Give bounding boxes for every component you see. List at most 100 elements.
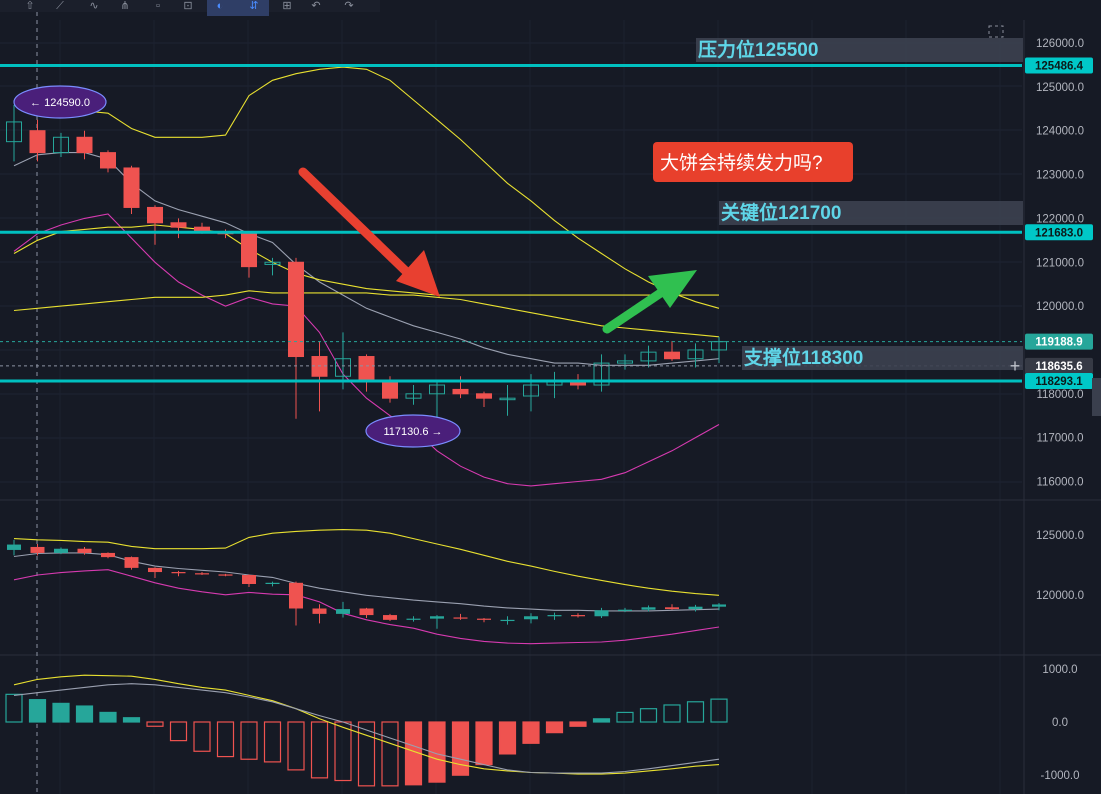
macd-bar <box>310 721 329 779</box>
trash-icon[interactable]: ⊞ <box>282 0 291 12</box>
y-tick-label: 124000.0 <box>1036 126 1084 138</box>
candle[interactable] <box>264 261 281 265</box>
candle[interactable] <box>452 388 469 395</box>
candle[interactable] <box>170 222 187 228</box>
macd-bar <box>240 721 258 760</box>
candle[interactable] <box>405 393 422 399</box>
y-tick-label: 1000.0 <box>1042 664 1077 676</box>
macd-bar <box>498 721 517 755</box>
candle[interactable] <box>241 233 257 268</box>
candle[interactable] <box>6 121 22 143</box>
y-tick-label: 125000.0 <box>1036 530 1084 542</box>
macd-bar <box>522 721 540 744</box>
candle[interactable] <box>593 362 610 386</box>
macd-bar <box>639 708 658 723</box>
candle[interactable] <box>147 206 163 224</box>
mini-candle <box>665 607 679 610</box>
down-arrow-head <box>396 250 440 297</box>
macd-bar <box>193 721 211 752</box>
macd-bar <box>686 701 705 723</box>
candle[interactable] <box>29 130 46 154</box>
candle[interactable] <box>476 393 492 399</box>
candle[interactable] <box>640 351 657 362</box>
macd-bar <box>52 702 70 723</box>
candle[interactable] <box>617 360 633 364</box>
resistance-label-bg <box>696 38 1023 62</box>
resistance-label[interactable]: 压力位125500 <box>698 38 818 61</box>
bb-upper-line <box>13 66 720 309</box>
y-tick-label: 117000.0 <box>1036 433 1083 445</box>
line-tool-icon[interactable]: ⟋ <box>56 0 64 12</box>
mini-candle <box>406 618 421 620</box>
y-tick-label: 120000.0 <box>1036 590 1084 602</box>
macd-bar <box>475 721 493 766</box>
mini-candle <box>336 609 350 614</box>
mini-candle <box>124 557 139 568</box>
text-icon[interactable]: ▫ <box>156 0 160 12</box>
macd-bar <box>451 721 470 776</box>
support-label-bg <box>742 346 1023 370</box>
mini-candle <box>101 552 115 558</box>
macd-bar <box>287 721 305 771</box>
candle[interactable] <box>358 356 375 382</box>
lock-icon[interactable]: ⇵ <box>249 0 258 12</box>
candle[interactable] <box>711 341 727 351</box>
measure-icon[interactable]: ⊡ <box>183 0 192 12</box>
candle[interactable] <box>53 136 69 154</box>
fullscreen-icon[interactable] <box>988 25 1004 38</box>
mid-bb-lower-line <box>13 569 720 645</box>
candle[interactable] <box>100 152 116 169</box>
grid <box>0 20 1022 794</box>
key-level-label[interactable]: 关键位121700 <box>721 201 841 224</box>
mini-candle <box>265 582 280 584</box>
candle[interactable] <box>499 397 516 401</box>
cursor-icon[interactable]: ⇧ <box>25 0 34 12</box>
question-text: 大饼会持续发力吗? <box>660 152 823 174</box>
candle[interactable] <box>687 349 704 360</box>
high-marker-label: ← 124590.0 <box>30 97 90 109</box>
magnet-icon[interactable]: ◐ <box>217 0 224 12</box>
crosshair-price-tag: 118635.6 <box>1035 361 1082 373</box>
macd-dif-line <box>13 674 720 775</box>
macd-bar <box>428 721 446 783</box>
macd-bar <box>169 721 188 742</box>
high-marker-bubble[interactable] <box>13 85 107 119</box>
pattern-icon[interactable]: ⋔ <box>120 0 129 12</box>
low-marker-bubble[interactable] <box>365 414 461 448</box>
macd-bar <box>334 721 352 782</box>
mini-candle <box>312 608 327 614</box>
support-label[interactable]: 支撑位118300 <box>743 346 863 369</box>
bb-lower-line <box>13 213 720 487</box>
macd-bar <box>663 704 681 723</box>
toolbar-active-tool[interactable] <box>207 0 269 16</box>
down-arrow-shaft <box>298 167 420 285</box>
mini-candle <box>571 615 585 617</box>
ma-line <box>13 224 719 296</box>
add-alert-icon[interactable]: + <box>1010 356 1021 376</box>
candle[interactable] <box>429 384 445 395</box>
macd-bar <box>569 721 587 727</box>
mini-candle <box>289 582 303 609</box>
y-tick-label: 118000.0 <box>1036 389 1083 401</box>
candle[interactable] <box>382 380 398 399</box>
candle[interactable] <box>123 167 140 208</box>
candle[interactable] <box>288 261 304 358</box>
candle[interactable] <box>76 136 93 154</box>
scroll-handle[interactable] <box>1092 378 1101 416</box>
brush-icon[interactable]: ∿ <box>89 0 98 12</box>
mini-candle <box>430 616 444 619</box>
question-box <box>653 142 853 182</box>
macd-bar <box>357 721 376 787</box>
key-price-tag: 121683.0 <box>1035 227 1083 239</box>
mini-candle <box>688 606 703 610</box>
mini-candle <box>477 618 491 620</box>
candle[interactable] <box>664 351 680 360</box>
candle[interactable] <box>335 358 351 377</box>
undo-icon[interactable]: ↶ <box>311 0 320 12</box>
mid-bb-mid-line <box>13 552 720 612</box>
redo-icon[interactable]: ↷ <box>344 0 353 12</box>
y-tick-label: 120000.0 <box>1036 301 1084 313</box>
candle[interactable] <box>523 384 539 397</box>
